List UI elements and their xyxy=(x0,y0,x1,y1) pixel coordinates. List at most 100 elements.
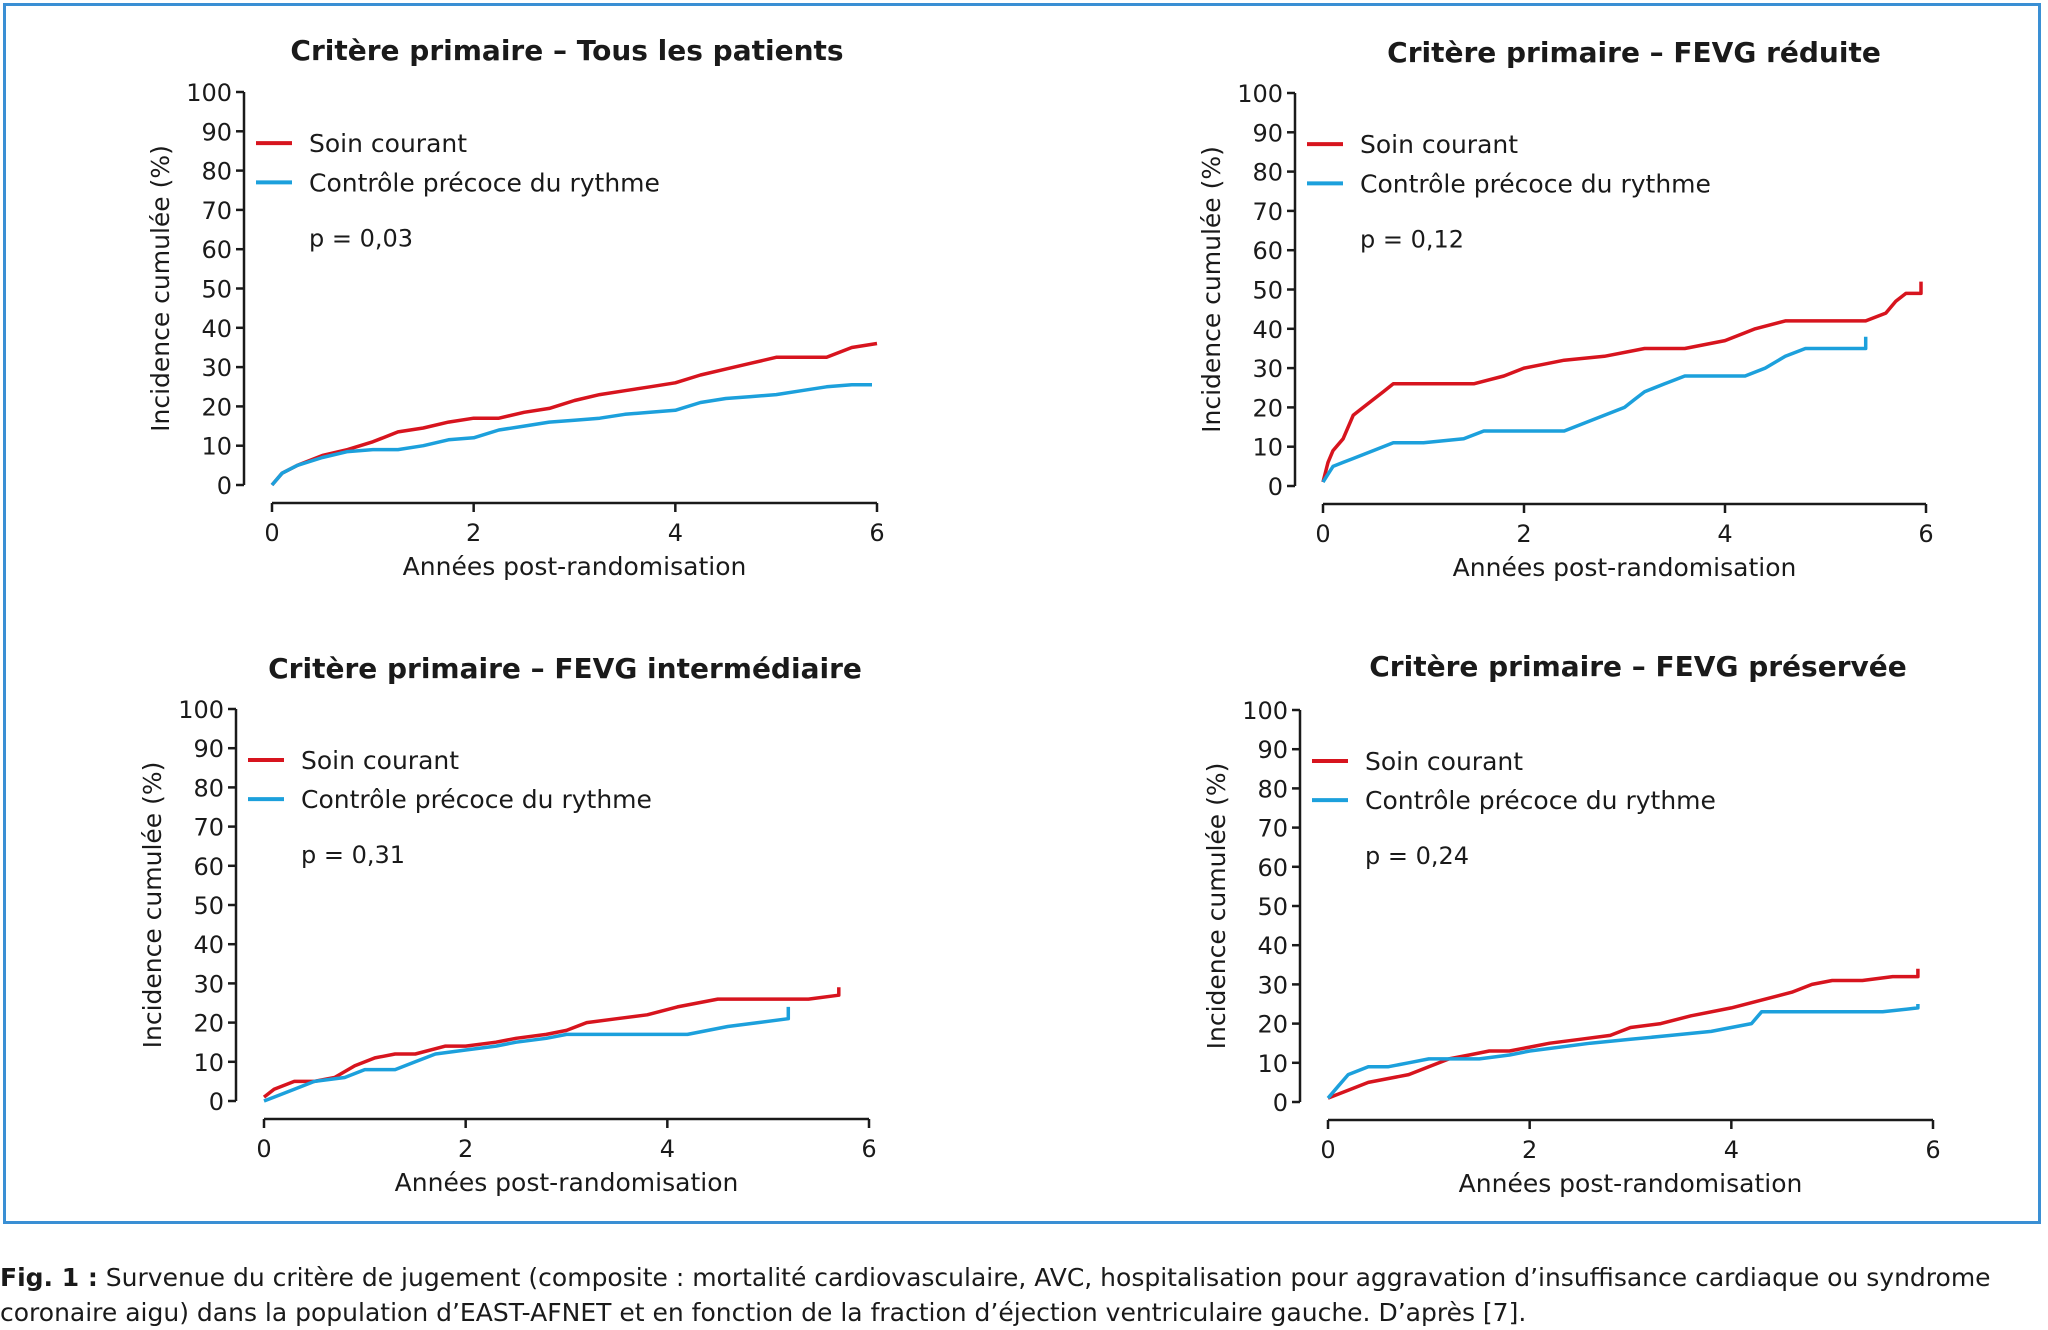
caption-label: Fig. 1 : xyxy=(0,1263,98,1292)
figure-frame xyxy=(3,3,2041,1224)
y-tick-label: 90 xyxy=(1252,119,1283,147)
legend-label-1: Soin courant xyxy=(1365,747,1523,776)
y-tick-label: 30 xyxy=(1257,971,1288,999)
y-tick-label: 10 xyxy=(201,433,232,461)
x-tick-label: 2 xyxy=(458,1135,473,1163)
y-axis-label: Incidence cumulée (%) xyxy=(146,145,175,432)
y-tick-label: 0 xyxy=(209,1088,224,1116)
series-line-1 xyxy=(262,987,841,1099)
y-tick-label: 70 xyxy=(193,814,224,842)
charts-canvas: Critère primaire – Tous les patients 0 10 2… xyxy=(138,34,1941,1198)
x-axis-label: Années post-randomisation xyxy=(403,552,747,581)
y-tick-label: 20 xyxy=(201,393,232,421)
y-tick-label: 40 xyxy=(201,315,232,343)
x-tick-label: 6 xyxy=(869,519,884,547)
caption-text: Survenue du critère de jugement (composi… xyxy=(0,1263,1991,1327)
chart-panel-2: Critère primaire – FEVG réduite010203040… xyxy=(1197,36,1934,582)
series-line-1 xyxy=(1327,968,1920,1100)
y-tick-label: 80 xyxy=(201,158,232,186)
y-tick-label: 30 xyxy=(201,354,232,382)
x-tick-label: 2 xyxy=(466,519,481,547)
p-value-annotation: p = 0,24 xyxy=(1365,842,1469,870)
legend-label-1: Soin courant xyxy=(1360,130,1518,159)
legend-label-2: Contrôle précoce du rythme xyxy=(1365,786,1716,815)
p-value-annotation: p = 0,12 xyxy=(1360,225,1464,253)
chart-title: Critère primaire – FEVG intermédiaire xyxy=(268,652,862,685)
y-tick-label: 20 xyxy=(193,1010,224,1038)
legend-label-1: Soin courant xyxy=(301,746,459,775)
y-tick-label: 60 xyxy=(193,853,224,881)
chart-panel-4: Critère primaire – FEVG préservée0102030… xyxy=(1202,650,1941,1198)
y-tick-label: 10 xyxy=(1252,434,1283,462)
y-tick-label: 60 xyxy=(1257,854,1288,882)
y-tick-label: 100 xyxy=(1242,697,1288,725)
x-tick-label: 4 xyxy=(1724,1136,1739,1164)
y-tick-label: 50 xyxy=(201,276,232,304)
y-tick-label: 100 xyxy=(186,79,232,107)
y-tick-label: 40 xyxy=(193,931,224,959)
y-tick-label: 0 xyxy=(1268,473,1283,501)
series-line-2 xyxy=(270,383,872,487)
series-line-2 xyxy=(1326,1004,1920,1100)
x-axis-label: Années post-randomisation xyxy=(1453,553,1797,582)
chart-title: Critère primaire – FEVG préservée xyxy=(1369,650,1906,683)
x-tick-label: 6 xyxy=(1925,1136,1940,1164)
chart-panel-1: Critère primaire – Tous les patients 0 10 2… xyxy=(146,34,885,581)
legend-label-2: Contrôle précoce du rythme xyxy=(1360,169,1711,198)
y-tick-label: 50 xyxy=(1257,893,1288,921)
y-tick-label: 0 xyxy=(217,472,232,500)
x-tick-label: 4 xyxy=(668,519,683,547)
legend-label-2: Contrôle précoce du rythme xyxy=(309,168,660,197)
y-axis-label: Incidence cumulée (%) xyxy=(1197,146,1226,433)
p-value-annotation: p = 0,31 xyxy=(301,841,405,869)
p-value-annotation: p = 0,03 xyxy=(309,224,413,252)
y-tick-label: 90 xyxy=(193,735,224,763)
y-tick-label: 70 xyxy=(1252,198,1283,226)
y-tick-label: 60 xyxy=(1252,237,1283,265)
x-tick-label: 0 xyxy=(264,519,279,547)
y-tick-label: 100 xyxy=(1237,80,1283,108)
y-tick-label: 20 xyxy=(1252,394,1283,422)
x-tick-label: 2 xyxy=(1522,1136,1537,1164)
y-tick-label: 60 xyxy=(201,236,232,264)
y-tick-label: 50 xyxy=(193,892,224,920)
figure-caption: Fig. 1 : Survenue du critère de jugement… xyxy=(0,1260,2048,1330)
series-line-1 xyxy=(270,341,878,487)
x-axis-label: Années post-randomisation xyxy=(1459,1169,1803,1198)
y-tick-label: 80 xyxy=(1257,775,1288,803)
y-tick-label: 90 xyxy=(201,118,232,146)
y-tick-label: 0 xyxy=(1273,1089,1288,1117)
x-tick-label: 0 xyxy=(256,1135,271,1163)
x-tick-label: 4 xyxy=(1717,520,1732,548)
y-tick-label: 80 xyxy=(193,774,224,802)
y-tick-label: 80 xyxy=(1252,159,1283,187)
series-line-2 xyxy=(263,1006,791,1103)
legend-label-1: Soin courant xyxy=(309,129,467,158)
y-tick-label: 40 xyxy=(1257,932,1288,960)
x-tick-label: 0 xyxy=(1320,1136,1335,1164)
y-tick-label: 10 xyxy=(193,1049,224,1077)
chart-panel-3: Critère primaire – FEVG intermédiaire 0 10… xyxy=(138,652,877,1197)
chart-title: Critère primaire – FEVG réduite xyxy=(1387,36,1881,69)
y-tick-label: 70 xyxy=(1257,815,1288,843)
series-line-1 xyxy=(1321,281,1923,483)
y-tick-label: 10 xyxy=(1257,1050,1288,1078)
y-tick-label: 50 xyxy=(1252,277,1283,305)
x-tick-label: 4 xyxy=(660,1135,675,1163)
x-tick-label: 6 xyxy=(1918,520,1933,548)
x-tick-label: 2 xyxy=(1516,520,1531,548)
y-tick-label: 40 xyxy=(1252,316,1283,344)
y-tick-label: 30 xyxy=(1252,355,1283,383)
legend-label-2: Contrôle précoce du rythme xyxy=(301,785,652,814)
x-axis-label: Années post-randomisation xyxy=(395,1168,739,1197)
y-tick-label: 20 xyxy=(1257,1011,1288,1039)
y-tick-label: 30 xyxy=(193,970,224,998)
x-tick-label: 6 xyxy=(861,1135,876,1163)
y-axis-label: Incidence cumulée (%) xyxy=(1202,763,1231,1050)
y-axis-label: Incidence cumulée (%) xyxy=(138,762,167,1049)
y-tick-label: 90 xyxy=(1257,736,1288,764)
y-tick-label: 100 xyxy=(178,696,224,724)
x-tick-label: 0 xyxy=(1315,520,1330,548)
y-tick-label: 70 xyxy=(201,197,232,225)
series-line-2 xyxy=(1321,336,1868,484)
